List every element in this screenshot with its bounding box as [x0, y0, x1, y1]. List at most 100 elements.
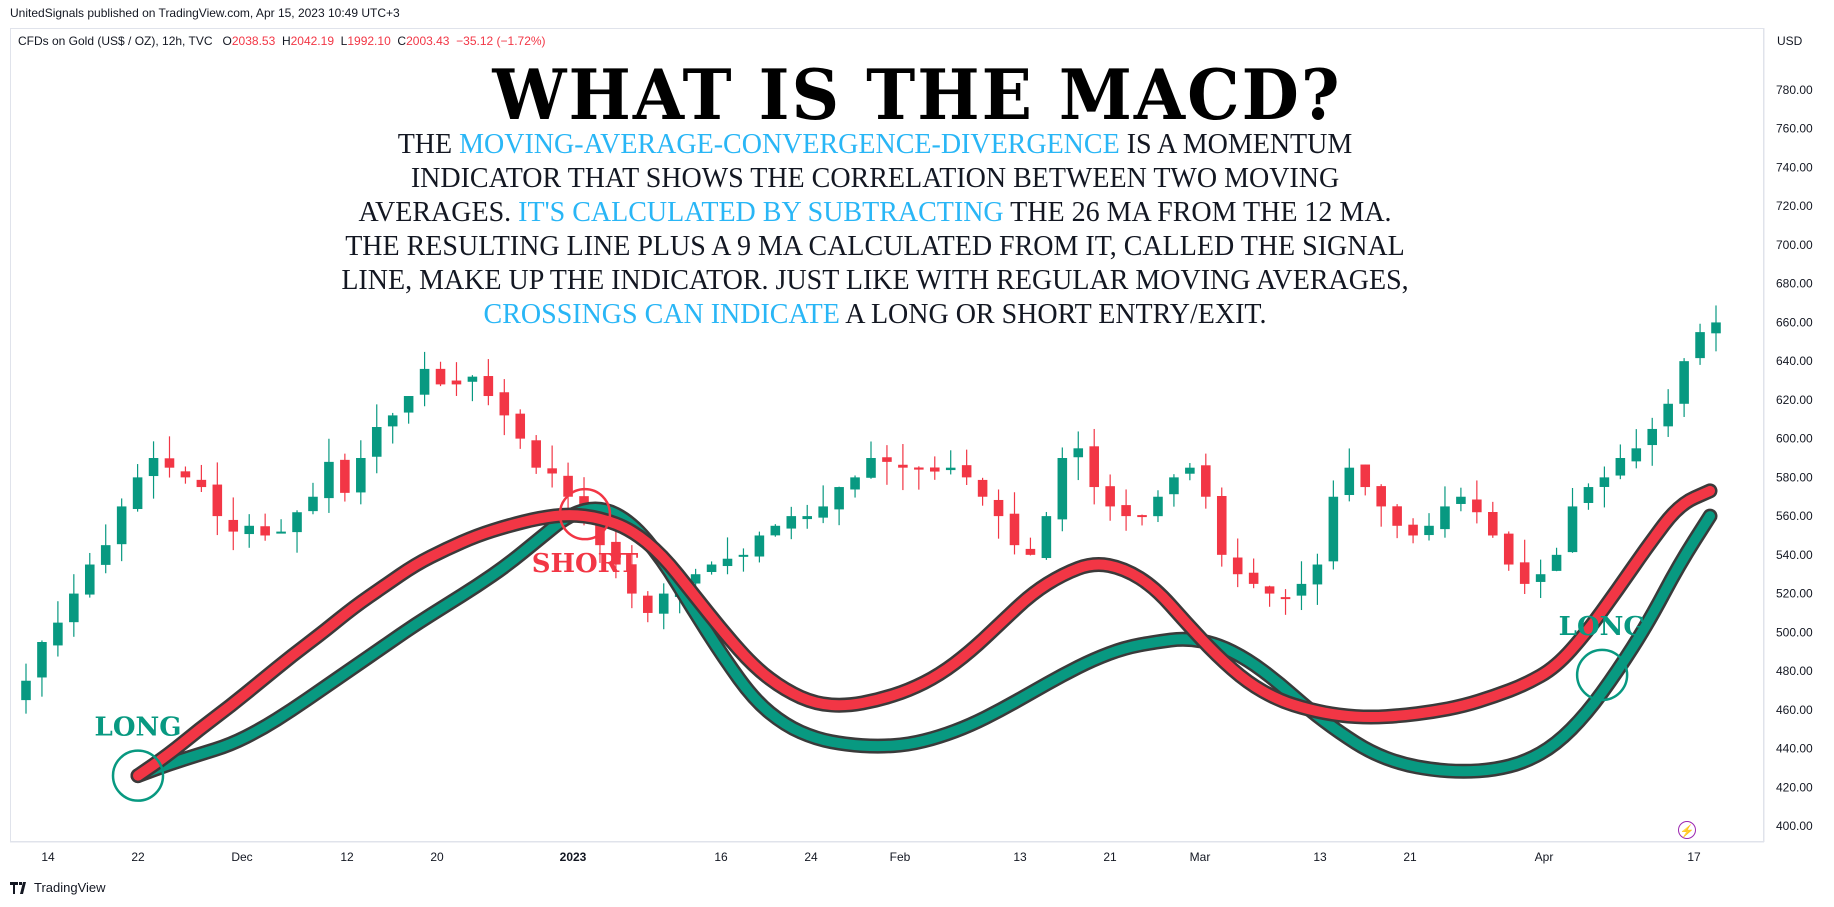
description-text: INDICATOR THAT SHOWS THE CORRELATION BET… [410, 163, 1340, 194]
candle-body [483, 376, 494, 397]
candle-body [228, 519, 239, 532]
candle-body [898, 464, 908, 468]
candle-body [1711, 322, 1721, 334]
candle-body [1535, 574, 1546, 582]
candle-body [100, 545, 111, 565]
candle-body [1105, 486, 1115, 507]
candle-body [451, 380, 462, 385]
x-tick-label: 13 [1313, 850, 1327, 864]
candle-body [1089, 446, 1099, 488]
crossing-label: SHORT [532, 549, 639, 579]
y-tick-label: 480.00 [1776, 664, 1813, 678]
symbol-legend[interactable]: CFDs on Gold (US$ / OZ), 12h, TVC O2038.… [18, 34, 546, 48]
candle-body [818, 506, 828, 518]
candle-body [834, 487, 844, 510]
candle-body [866, 458, 876, 478]
candle-body [1296, 583, 1307, 596]
y-tick-label: 720.00 [1776, 199, 1813, 213]
candle-body [1440, 506, 1450, 530]
candle-body [1232, 557, 1243, 575]
candle-body [1264, 586, 1275, 594]
x-tick-label: Feb [890, 850, 911, 864]
candle-body [1472, 499, 1482, 513]
candle-body [387, 415, 398, 427]
candle-body [1408, 524, 1418, 536]
highlighted-text: MOVING-AVERAGE-CONVERGENCE-DIVERGENCE [459, 129, 1120, 160]
description-text: THE 26 MA FROM THE 12 MA. [1003, 197, 1392, 228]
candle-body [1567, 506, 1578, 553]
highlighted-text: IT'S CALCULATED BY SUBTRACTING [518, 197, 1004, 228]
candle-body [882, 457, 892, 462]
candle-body [244, 525, 254, 535]
x-tick-label: 21 [1103, 850, 1117, 864]
x-tick-label: 21 [1403, 850, 1417, 864]
y-tick-label: 580.00 [1776, 470, 1813, 484]
candle-body [515, 413, 526, 439]
candle-body [1057, 458, 1068, 520]
candle-body [706, 564, 717, 573]
low-label: L [340, 34, 348, 48]
high-value: 2042.19 [290, 34, 334, 48]
candle-body [308, 496, 318, 512]
description-line: THE MOVING-AVERAGE-CONVERGENCE-DIVERGENC… [260, 128, 1490, 162]
x-tick-label: 22 [131, 850, 145, 864]
candle-body [435, 368, 446, 385]
macd-line-outline [130, 483, 1718, 784]
open-label: O [222, 34, 232, 48]
candle-body [1376, 486, 1386, 507]
candle-body [1503, 533, 1514, 565]
candle-body [722, 558, 733, 567]
description-line: LINE, MAKE UP THE INDICATOR. JUST LIKE W… [260, 264, 1490, 298]
candle-body [467, 376, 478, 382]
y-tick-label: 780.00 [1776, 83, 1813, 97]
candle-body [164, 458, 175, 468]
low-value: 1992.10 [347, 34, 391, 48]
x-tick-label: 17 [1687, 850, 1701, 864]
candle-body [786, 516, 797, 529]
description-text: THE RESULTING LINE PLUS A 9 MA CALCULATE… [345, 231, 1405, 262]
currency-label[interactable]: USD [1777, 34, 1803, 48]
description-text: AVERAGES. [358, 197, 519, 228]
candle-body [961, 465, 972, 478]
candle-body [260, 526, 270, 536]
candle-body [1551, 554, 1562, 571]
candle-body [1025, 548, 1036, 555]
candle-body [611, 541, 621, 565]
candle-body [627, 564, 637, 594]
candle-body [1360, 464, 1371, 488]
candle-body [21, 680, 31, 701]
candle-body [1631, 448, 1642, 462]
candle-body [690, 574, 701, 584]
candle-body [1679, 361, 1689, 404]
candle-body [1312, 564, 1323, 585]
y-tick-label: 680.00 [1776, 277, 1813, 291]
candle-body [1456, 496, 1466, 504]
candle-body [116, 506, 127, 545]
candle-body [738, 554, 749, 557]
y-tick-label: 600.00 [1776, 432, 1813, 446]
candle-body [69, 593, 79, 623]
candle-body [1185, 467, 1195, 474]
candle-body [1169, 477, 1179, 495]
y-tick-label: 640.00 [1776, 354, 1813, 368]
candle-body [1201, 465, 1211, 497]
lightning-icon[interactable]: ⚡ [1678, 821, 1696, 839]
macd-line [133, 504, 1715, 781]
x-tick-label: 20 [430, 850, 444, 864]
x-tick-label: 2023 [560, 850, 587, 864]
y-tick-label: 660.00 [1776, 315, 1813, 329]
description-text: IS A MOMENTUM [1119, 129, 1353, 160]
tradingview-footer[interactable]: TradingView [10, 880, 106, 895]
candle-body [340, 459, 350, 493]
candle-body [754, 535, 765, 557]
candle-body [802, 516, 813, 520]
symbol-name: CFDs on Gold (US$ / OZ), 12h, TVC [18, 34, 213, 48]
description-line: THE RESULTING LINE PLUS A 9 MA CALCULATE… [260, 230, 1490, 264]
candle-body [595, 512, 605, 546]
candle-body [1519, 562, 1530, 584]
description-line: INDICATOR THAT SHOWS THE CORRELATION BET… [260, 162, 1490, 196]
candle-body [1216, 496, 1227, 555]
candle-body [547, 468, 557, 474]
open-value: 2038.53 [231, 34, 276, 48]
